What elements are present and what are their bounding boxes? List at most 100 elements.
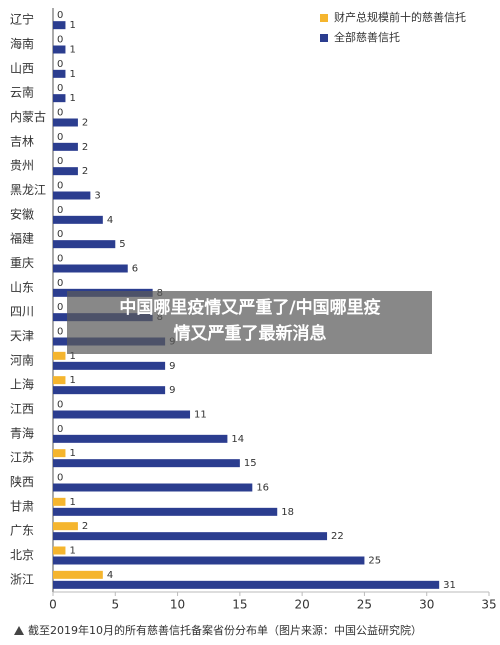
- value-label: 0: [57, 473, 63, 484]
- value-label: 0: [57, 278, 63, 289]
- y-tick-label: 贵州: [10, 159, 34, 173]
- bar: [53, 507, 278, 516]
- value-label: 0: [57, 59, 63, 70]
- value-label: 1: [69, 351, 75, 362]
- y-tick-label: 上海: [10, 377, 34, 392]
- bar: [53, 167, 78, 176]
- banner-text: 中国哪里疫情又严重了/中国哪里疫: [119, 297, 380, 318]
- value-label: 1: [69, 497, 75, 508]
- value-label: 16: [256, 483, 269, 494]
- footnote: 截至2019年10月的所有慈善信托备案省份分布单（图片来源：中国公益研究院）: [28, 623, 422, 637]
- value-label: 1: [69, 375, 75, 386]
- value-label: 0: [57, 156, 63, 167]
- legend-swatch: [320, 34, 328, 42]
- value-label: 4: [107, 215, 113, 226]
- y-tick-label: 重庆: [10, 256, 34, 270]
- value-label: 0: [57, 327, 63, 338]
- bar: [53, 580, 440, 589]
- x-tick-label: 35: [481, 598, 496, 612]
- value-label: 0: [57, 424, 63, 435]
- value-label: 0: [57, 132, 63, 143]
- x-tick-label: 10: [170, 598, 185, 612]
- bar: [53, 376, 66, 385]
- value-label: 2: [82, 166, 88, 177]
- bar: [53, 118, 78, 127]
- y-tick-label: 陕西: [10, 474, 34, 489]
- y-tick-label: 云南: [10, 85, 34, 100]
- bar: [53, 459, 240, 468]
- y-tick-label: 广东: [10, 524, 34, 538]
- x-tick-label: 25: [357, 598, 372, 612]
- bar: [53, 142, 78, 151]
- banner-text: 情又严重了最新消息: [174, 323, 327, 344]
- value-label: 1: [69, 69, 75, 80]
- value-label: 1: [69, 93, 75, 104]
- y-tick-label: 内蒙古: [10, 109, 46, 124]
- value-label: 1: [69, 20, 75, 31]
- y-tick-label: 青海: [10, 425, 34, 440]
- bar: [53, 522, 78, 531]
- y-tick-label: 甘肃: [10, 499, 34, 513]
- bar: [53, 449, 66, 458]
- y-tick-label: 吉林: [10, 134, 34, 148]
- value-label: 6: [132, 264, 138, 275]
- y-tick-label: 福建: [10, 231, 34, 246]
- bar: [53, 410, 191, 419]
- y-tick-label: 江苏: [10, 451, 34, 465]
- value-label: 0: [57, 35, 63, 46]
- bar: [53, 546, 66, 555]
- bar: [53, 69, 66, 78]
- x-tick-label: 15: [232, 598, 247, 612]
- value-label: 0: [57, 302, 63, 313]
- value-label: 0: [57, 254, 63, 265]
- value-label: 3: [94, 191, 100, 202]
- x-tick-label: 20: [295, 598, 310, 612]
- bar: [53, 94, 66, 103]
- value-label: 22: [331, 531, 344, 542]
- value-label: 1: [69, 448, 75, 459]
- y-tick-label: 海南: [10, 36, 34, 51]
- bar: [53, 434, 228, 443]
- legend-swatch: [320, 14, 328, 22]
- value-label: 31: [443, 580, 456, 591]
- value-label: 1: [69, 45, 75, 56]
- y-tick-label: 江西: [10, 402, 34, 416]
- legend-label: 全部慈善信托: [334, 30, 400, 44]
- value-label: 11: [194, 410, 207, 421]
- bar: [53, 532, 328, 541]
- bar: [53, 351, 66, 360]
- y-tick-label: 四川: [10, 305, 34, 319]
- y-tick-label: 河南: [10, 352, 34, 367]
- footnote-icon: [14, 626, 24, 635]
- bar: [53, 240, 116, 249]
- y-tick-label: 辽宁: [10, 12, 34, 27]
- value-label: 9: [169, 385, 175, 396]
- bar: [53, 215, 103, 224]
- value-label: 0: [57, 83, 63, 94]
- value-label: 0: [57, 108, 63, 119]
- y-tick-label: 北京: [10, 548, 34, 562]
- value-label: 2: [82, 521, 88, 532]
- value-label: 4: [107, 570, 113, 581]
- value-label: 0: [57, 181, 63, 192]
- value-label: 15: [244, 458, 257, 469]
- y-tick-label: 安徽: [10, 206, 34, 221]
- bar: [53, 21, 66, 30]
- bar: [53, 556, 365, 565]
- value-label: 9: [169, 361, 175, 372]
- bar: [53, 497, 66, 506]
- value-label: 2: [82, 142, 88, 153]
- bar: [53, 191, 91, 200]
- y-tick-label: 山东: [10, 280, 34, 294]
- x-tick-label: 5: [111, 598, 119, 612]
- value-label: 18: [281, 507, 294, 518]
- y-tick-label: 浙江: [10, 572, 34, 586]
- bar: [53, 361, 166, 370]
- banner: [67, 291, 432, 354]
- x-tick-label: 0: [49, 598, 57, 612]
- bar: [53, 45, 66, 54]
- legend-label: 财产总规模前十的慈善信托: [334, 10, 466, 24]
- y-tick-label: 山西: [10, 61, 34, 75]
- y-tick-label: 黑龙江: [10, 183, 46, 197]
